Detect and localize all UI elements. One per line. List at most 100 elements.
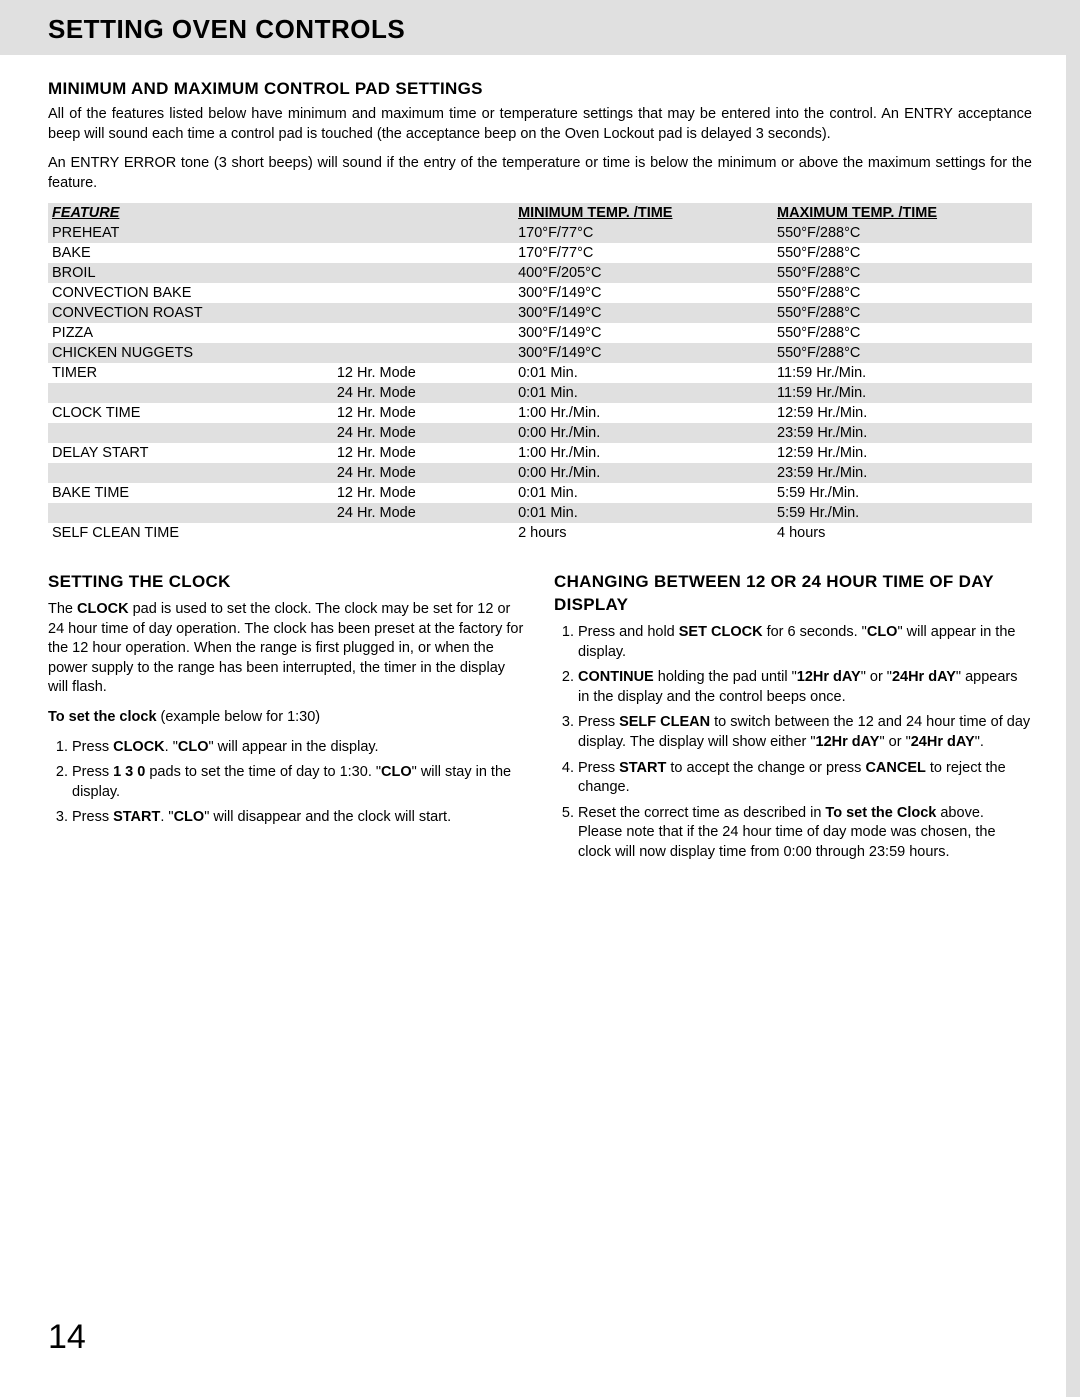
table-row: BAKE TIME12 Hr. Mode0:01 Min.5:59 Hr./Mi… [48, 483, 1032, 503]
table-row: BAKE 170°F/77°C550°F/288°C [48, 243, 1032, 263]
left-steps: Press CLOCK. "CLO" will appear in the di… [48, 738, 526, 828]
table-cell: 550°F/288°C [773, 343, 1032, 363]
table-cell: 400°F/205°C [514, 263, 773, 283]
table-row: PREHEAT 170°F/77°C550°F/288°C [48, 223, 1032, 243]
table-row: CONVECTION BAKE300°F/149°C550°F/288°C [48, 283, 1032, 303]
two-column-section: SETTING THE CLOCK The CLOCK pad is used … [48, 571, 1032, 868]
table-cell: CONVECTION BAKE [48, 283, 333, 303]
section1-para1: All of the features listed below have mi… [48, 105, 1032, 144]
list-item: Press SELF CLEAN to switch between the 1… [578, 713, 1032, 752]
table-cell: 550°F/288°C [773, 323, 1032, 343]
left-para: The CLOCK pad is used to set the clock. … [48, 600, 526, 698]
table-cell: 5:59 Hr./Min. [773, 483, 1032, 503]
table-cell: 550°F/288°C [773, 283, 1032, 303]
table-cell: 550°F/288°C [773, 243, 1032, 263]
table-cell [333, 323, 514, 343]
list-item: Press START. "CLO" will disappear and th… [72, 808, 526, 828]
table-cell: PIZZA [48, 323, 333, 343]
table-cell: 24 Hr. Mode [333, 383, 514, 403]
list-item: CONTINUE holding the pad until "12Hr dAY… [578, 668, 1032, 707]
table-cell: 550°F/288°C [773, 223, 1032, 243]
table-cell: CHICKEN NUGGETS [48, 343, 333, 363]
table-row: DELAY START12 Hr. Mode1:00 Hr./Min.12:59… [48, 443, 1032, 463]
table-cell: 12 Hr. Mode [333, 403, 514, 423]
table-cell: 12 Hr. Mode [333, 363, 514, 383]
page-title: SETTING OVEN CONTROLS [48, 14, 1032, 45]
table-row: CLOCK TIME12 Hr. Mode1:00 Hr./Min.12:59 … [48, 403, 1032, 423]
table-row: TIMER12 Hr. Mode0:01 Min.11:59 Hr./Min. [48, 363, 1032, 383]
table-row: 24 Hr. Mode0:00 Hr./Min.23:59 Hr./Min. [48, 423, 1032, 443]
table-cell: TIMER [48, 363, 333, 383]
table-cell: 11:59 Hr./Min. [773, 383, 1032, 403]
table-cell: SELF CLEAN TIME [48, 523, 333, 543]
left-heading: SETTING THE CLOCK [48, 571, 526, 594]
table-cell [48, 423, 333, 443]
table-cell: 300°F/149°C [514, 343, 773, 363]
th-max: MAXIMUM TEMP. /TIME [773, 203, 1032, 223]
table-cell: 12:59 Hr./Min. [773, 443, 1032, 463]
table-cell: 550°F/288°C [773, 303, 1032, 323]
table-body: PREHEAT170°F/77°C550°F/288°CBAKE170°F/77… [48, 223, 1032, 543]
th-min: MINIMUM TEMP. /TIME [514, 203, 773, 223]
table-row: 24 Hr. Mode0:01 Min.11:59 Hr./Min. [48, 383, 1032, 403]
table-row: PIZZA 300°F/149°C550°F/288°C [48, 323, 1032, 343]
table-cell [333, 343, 514, 363]
th-mode-spacer [333, 203, 514, 223]
table-cell: CONVECTION ROAST [48, 303, 333, 323]
table-cell [333, 283, 514, 303]
table-cell: 2 hours [514, 523, 773, 543]
table-cell: 12:59 Hr./Min. [773, 403, 1032, 423]
page-number: 14 [48, 1318, 86, 1357]
table-cell: 300°F/149°C [514, 303, 773, 323]
right-steps: Press and hold SET CLOCK for 6 seconds. … [554, 623, 1032, 862]
side-strip [1066, 0, 1080, 1397]
table-cell: 11:59 Hr./Min. [773, 363, 1032, 383]
table-cell: 5:59 Hr./Min. [773, 503, 1032, 523]
table-row: CONVECTION ROAST 300°F/149°C550°F/288°C [48, 303, 1032, 323]
table-cell [333, 523, 514, 543]
table-cell: 12 Hr. Mode [333, 443, 514, 463]
table-cell: 24 Hr. Mode [333, 423, 514, 443]
table-cell: 0:01 Min. [514, 383, 773, 403]
table-cell: 1:00 Hr./Min. [514, 403, 773, 423]
table-cell: BAKE TIME [48, 483, 333, 503]
list-item: Press and hold SET CLOCK for 6 seconds. … [578, 623, 1032, 662]
table-row: 24 Hr. Mode0:00 Hr./Min.23:59 Hr./Min. [48, 463, 1032, 483]
content: MINIMUM AND MAXIMUM CONTROL PAD SETTINGS… [0, 55, 1080, 868]
table-cell [333, 223, 514, 243]
table-cell: 170°F/77°C [514, 223, 773, 243]
table-cell: 0:00 Hr./Min. [514, 463, 773, 483]
page: SETTING OVEN CONTROLS MINIMUM AND MAXIMU… [0, 0, 1080, 1397]
right-heading: CHANGING BETWEEN 12 OR 24 HOUR TIME OF D… [554, 571, 1032, 617]
table-cell: 24 Hr. Mode [333, 463, 514, 483]
table-cell: BAKE [48, 243, 333, 263]
table-cell: PREHEAT [48, 223, 333, 243]
table-cell: CLOCK TIME [48, 403, 333, 423]
list-item: Reset the correct time as described in T… [578, 804, 1032, 863]
list-item: Press START to accept the change or pres… [578, 759, 1032, 798]
table-cell: 1:00 Hr./Min. [514, 443, 773, 463]
table-cell: 12 Hr. Mode [333, 483, 514, 503]
list-item: Press CLOCK. "CLO" will appear in the di… [72, 738, 526, 758]
th-feature: FEATURE [48, 203, 333, 223]
table-cell [333, 303, 514, 323]
title-bar: SETTING OVEN CONTROLS [0, 0, 1080, 55]
table-cell: 24 Hr. Mode [333, 503, 514, 523]
table-cell: 300°F/149°C [514, 323, 773, 343]
settings-table: FEATURE MINIMUM TEMP. /TIME MAXIMUM TEMP… [48, 203, 1032, 543]
table-cell: 0:01 Min. [514, 503, 773, 523]
table-row: BROIL400°F/205°C550°F/288°C [48, 263, 1032, 283]
table-cell: 0:01 Min. [514, 483, 773, 503]
right-column: CHANGING BETWEEN 12 OR 24 HOUR TIME OF D… [554, 571, 1032, 868]
table-cell: DELAY START [48, 443, 333, 463]
table-cell: 170°F/77°C [514, 243, 773, 263]
list-item: Press 1 3 0 pads to set the time of day … [72, 763, 526, 802]
table-cell: BROIL [48, 263, 333, 283]
table-cell [333, 243, 514, 263]
table-cell [333, 263, 514, 283]
left-subhead: To set the clock (example below for 1:30… [48, 708, 526, 728]
section1-heading: MINIMUM AND MAXIMUM CONTROL PAD SETTINGS [48, 79, 1032, 99]
table-header-row: FEATURE MINIMUM TEMP. /TIME MAXIMUM TEMP… [48, 203, 1032, 223]
section1-para2: An ENTRY ERROR tone (3 short beeps) will… [48, 154, 1032, 193]
table-cell: 23:59 Hr./Min. [773, 423, 1032, 443]
